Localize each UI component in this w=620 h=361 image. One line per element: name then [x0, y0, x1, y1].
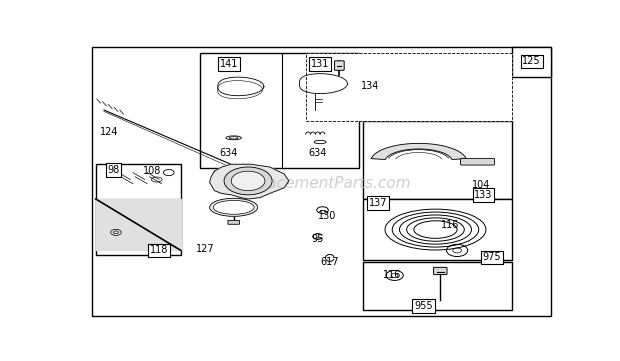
Bar — [306, 53, 512, 121]
FancyBboxPatch shape — [461, 158, 495, 165]
Text: 634: 634 — [309, 148, 327, 158]
Text: 124: 124 — [99, 127, 118, 137]
Text: 116: 116 — [383, 270, 401, 280]
Bar — [200, 53, 358, 168]
FancyBboxPatch shape — [335, 61, 344, 70]
Text: 130: 130 — [318, 211, 337, 221]
Ellipse shape — [210, 198, 258, 216]
Polygon shape — [210, 164, 289, 199]
Bar — [363, 121, 512, 199]
Polygon shape — [95, 199, 181, 251]
Bar — [363, 199, 512, 260]
Bar — [512, 48, 551, 77]
Text: 141: 141 — [219, 59, 238, 69]
Text: 118: 118 — [150, 245, 169, 256]
Circle shape — [224, 167, 272, 195]
Text: 134: 134 — [361, 81, 380, 91]
Ellipse shape — [229, 137, 238, 139]
Text: 98: 98 — [107, 165, 120, 175]
Bar — [95, 164, 181, 255]
FancyBboxPatch shape — [228, 220, 239, 224]
Text: 975: 975 — [482, 252, 501, 262]
FancyBboxPatch shape — [433, 268, 447, 275]
Ellipse shape — [213, 200, 254, 214]
Text: 955: 955 — [414, 301, 433, 311]
Ellipse shape — [416, 222, 454, 237]
Bar — [363, 261, 512, 310]
Text: 104: 104 — [472, 180, 490, 190]
Text: 127: 127 — [195, 244, 214, 254]
Text: eReplacementParts.com: eReplacementParts.com — [224, 176, 411, 191]
Circle shape — [231, 171, 265, 191]
Text: 116: 116 — [441, 220, 459, 230]
Polygon shape — [371, 143, 466, 160]
Text: 125: 125 — [522, 56, 541, 66]
Text: 133: 133 — [474, 190, 493, 200]
Text: 108: 108 — [143, 166, 161, 176]
Text: 131: 131 — [311, 59, 329, 69]
Text: 137: 137 — [368, 198, 387, 208]
Ellipse shape — [226, 136, 241, 140]
Text: 95: 95 — [312, 234, 324, 244]
Text: 617: 617 — [321, 257, 339, 266]
Ellipse shape — [314, 140, 326, 144]
Text: 634: 634 — [219, 148, 238, 158]
